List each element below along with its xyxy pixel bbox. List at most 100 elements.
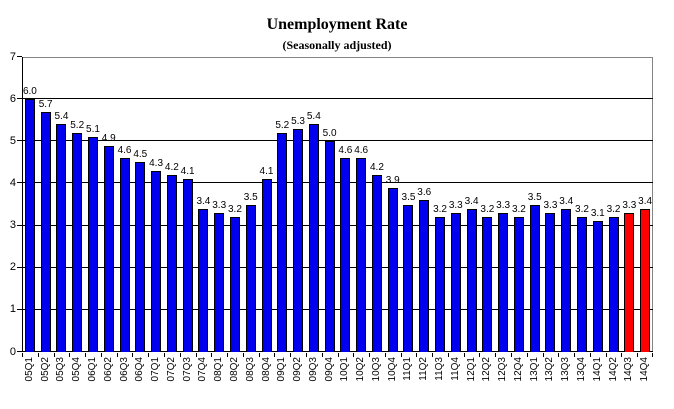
x-axis-tick — [322, 353, 323, 357]
bar-12Q2 — [482, 217, 493, 352]
bar-06Q2 — [103, 145, 114, 352]
bar-11Q1 — [403, 204, 414, 352]
bar-value-label: 4.6 — [117, 145, 132, 157]
x-axis-tick — [369, 353, 370, 357]
bar-11Q3 — [435, 217, 446, 352]
x-tick-label-10Q2: 10Q2 — [355, 357, 367, 382]
y-tick-label: 0 — [9, 345, 16, 358]
y-tick-label: 2 — [9, 261, 16, 274]
gridline-y-4 — [22, 182, 653, 184]
y-axis-tick — [17, 224, 22, 226]
bar-value-label: 3.3 — [622, 199, 637, 211]
bar-11Q4 — [450, 212, 461, 352]
x-axis-tick — [338, 353, 339, 357]
y-axis-tick — [17, 351, 22, 352]
gridline-y-2 — [22, 266, 653, 268]
bar-value-label: 3.6 — [417, 187, 432, 199]
bar-07Q4 — [198, 208, 209, 352]
x-tick-label-10Q4: 10Q4 — [386, 357, 398, 382]
bar-value-label: 3.2 — [606, 204, 621, 216]
x-axis-tick — [69, 353, 70, 357]
x-tick-label-13Q4: 13Q4 — [576, 357, 587, 382]
x-axis-tick — [574, 353, 575, 357]
bar-value-label: 5.0 — [322, 128, 337, 140]
y-tick-label: 5 — [9, 134, 16, 147]
x-tick-label-14Q1: 14Q1 — [591, 357, 603, 382]
x-tick-label-08Q1: 08Q1 — [213, 357, 225, 382]
bar-value-label: 5.2 — [275, 119, 290, 131]
x-tick-label-10Q1: 10Q1 — [339, 357, 351, 382]
x-tick-label-11Q4: 11Q4 — [449, 357, 461, 381]
x-axis-tick — [38, 353, 39, 357]
gridline-y-5 — [22, 140, 653, 142]
plot-area: 6.0 5.7 5.4 5.2 5.1 4.9 4.6 4.5 4.3 4.2 4.1 3.4 3.3 3… — [17, 56, 653, 357]
y-axis-tick — [17, 56, 22, 57]
plot-border-top — [22, 57, 653, 58]
x-tick-label-12Q1: 12Q1 — [465, 357, 477, 382]
gridline-y-3 — [22, 224, 653, 226]
x-tick-label-06Q3: 06Q3 — [118, 357, 130, 382]
y-tick-label: 4 — [9, 176, 16, 189]
x-axis-tick — [227, 353, 228, 357]
x-tick-label-05Q1: 05Q1 — [23, 357, 35, 382]
x-axis-tick — [385, 353, 386, 357]
x-tick-label-13Q3: 13Q3 — [560, 357, 572, 382]
bar-11Q2 — [419, 200, 430, 352]
x-tick-label-07Q3: 07Q3 — [181, 357, 193, 382]
bar-value-label: 3.4 — [464, 195, 479, 207]
bar-value-label: 4.1 — [259, 166, 274, 178]
x-axis-tick — [416, 353, 417, 357]
bar-value-label: 4.1 — [180, 166, 195, 178]
bar-value-label: 3.2 — [480, 204, 495, 216]
y-axis-line — [22, 57, 23, 352]
y-tick-label: 1 — [9, 303, 16, 316]
bar-14Q4 — [640, 208, 651, 352]
bar-14Q1 — [592, 221, 603, 352]
x-tick-label-08Q3: 08Q3 — [244, 357, 256, 382]
x-tick-label-07Q2: 07Q2 — [165, 357, 177, 382]
bar-value-label: 3.2 — [575, 204, 589, 216]
x-axis-tick — [180, 353, 181, 357]
bar-value-label: 4.2 — [164, 162, 179, 173]
bar-08Q1 — [214, 212, 225, 352]
x-axis-labels: 05Q1 05Q2 05Q3 05Q4 06Q1 06Q2 06Q3 06Q4 07Q1 07Q2… — [22, 352, 653, 409]
bar-13Q2 — [545, 212, 556, 352]
bar-05Q2 — [40, 111, 51, 352]
x-tick-label-12Q2: 12Q2 — [481, 357, 493, 382]
x-tick-label-06Q1: 06Q1 — [86, 357, 98, 382]
x-axis-tick — [117, 353, 118, 357]
x-axis-tick — [164, 353, 165, 357]
x-axis-tick — [495, 353, 496, 357]
bar-value-label: 5.4 — [54, 111, 69, 123]
x-axis-tick — [527, 353, 528, 357]
x-tick-label-11Q3: 11Q3 — [434, 357, 446, 381]
x-tick-label-14Q3: 14Q3 — [623, 357, 635, 382]
x-axis-tick — [353, 353, 354, 357]
bar-value-label: 3.3 — [448, 199, 463, 211]
x-tick-label-08Q4: 08Q4 — [260, 357, 272, 382]
bar-value-label: 3.3 — [212, 199, 227, 211]
x-tick-label-09Q3: 09Q3 — [307, 357, 319, 382]
x-axis-tick — [274, 353, 275, 357]
bar-value-label: 3.5 — [401, 191, 416, 203]
x-tick-label-07Q4: 07Q4 — [197, 357, 209, 382]
y-tick-label: 6 — [9, 92, 16, 105]
bar-07Q1 — [151, 170, 162, 352]
x-axis-tick — [211, 353, 212, 357]
bar-value-label: 5.4 — [306, 111, 321, 123]
bar-09Q1 — [277, 132, 288, 352]
y-axis-tick — [17, 266, 22, 268]
bar-value-label: 3.4 — [638, 195, 653, 207]
bar-14Q2 — [608, 217, 619, 352]
bar-value-label: 4.6 — [338, 145, 353, 157]
y-axis-tick — [17, 182, 22, 184]
x-tick-label-13Q2: 13Q2 — [544, 357, 556, 382]
bar-10Q4 — [387, 187, 398, 352]
x-axis-tick — [243, 353, 244, 357]
bar-05Q3 — [56, 124, 67, 352]
bar-value-label: 5.3 — [291, 115, 305, 127]
x-tick-label-09Q2: 09Q2 — [292, 357, 304, 382]
bar-value-label: 6.0 — [22, 86, 37, 98]
x-axis-tick — [479, 353, 480, 357]
